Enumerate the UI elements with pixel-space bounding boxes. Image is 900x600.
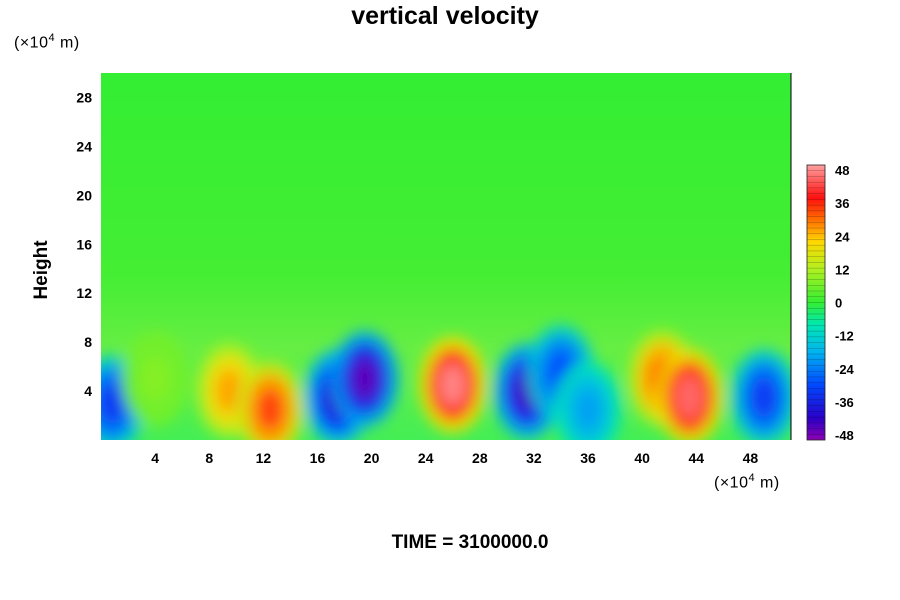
x-tick-label: 40 bbox=[634, 450, 650, 466]
x-tick-label: 12 bbox=[256, 450, 272, 466]
colorbar-tick-label: 24 bbox=[835, 229, 850, 244]
colorbar-tick-label: 0 bbox=[835, 296, 842, 311]
x-tick-label: 48 bbox=[743, 450, 759, 466]
heatmap-cell bbox=[554, 361, 623, 440]
y-tick-label: 4 bbox=[84, 383, 92, 399]
colorbar-tick-label: -12 bbox=[835, 329, 854, 344]
colorbar-tick-label: 36 bbox=[835, 196, 849, 211]
heatmap-cell bbox=[655, 349, 724, 440]
x-tick-label: 44 bbox=[689, 450, 705, 466]
y-tick-label: 24 bbox=[76, 138, 92, 154]
heatmap-cell bbox=[418, 336, 487, 433]
colorbar bbox=[806, 164, 826, 441]
colorbar-tick-label: -48 bbox=[835, 428, 854, 443]
colorbar-tick-label: -36 bbox=[835, 395, 854, 410]
chart-title: vertical velocity bbox=[351, 2, 539, 30]
x-tick-label: 8 bbox=[205, 450, 213, 466]
y-tick-label: 8 bbox=[84, 334, 92, 350]
y-axis-unit: (×104 m) bbox=[14, 32, 80, 52]
heatmap-cell bbox=[101, 355, 146, 440]
x-tick-label: 32 bbox=[526, 450, 542, 466]
heatmap-cell bbox=[330, 330, 399, 427]
x-tick-label: 36 bbox=[580, 450, 596, 466]
x-tick-label: 20 bbox=[364, 450, 380, 466]
y-tick-label: 20 bbox=[76, 187, 92, 203]
colorbar-tick-label: -24 bbox=[835, 362, 855, 377]
time-label: TIME = 3100000.0 bbox=[391, 532, 549, 553]
x-tick-label: 16 bbox=[310, 450, 326, 466]
heatmap-cell bbox=[729, 349, 791, 440]
heatmap-cell bbox=[236, 361, 305, 440]
y-tick-label: 12 bbox=[76, 285, 92, 301]
x-tick-label: 24 bbox=[418, 450, 434, 466]
x-axis-unit: (×104 m) bbox=[714, 472, 780, 492]
heatmap-cell bbox=[121, 330, 190, 427]
colorbar-tick-label: 12 bbox=[835, 262, 849, 277]
colorbar-tick-label: 48 bbox=[835, 163, 849, 178]
x-tick-label: 4 bbox=[151, 450, 159, 466]
y-tick-label: 16 bbox=[76, 236, 92, 252]
x-tick-label: 28 bbox=[472, 450, 488, 466]
y-tick-label: 28 bbox=[76, 89, 92, 105]
